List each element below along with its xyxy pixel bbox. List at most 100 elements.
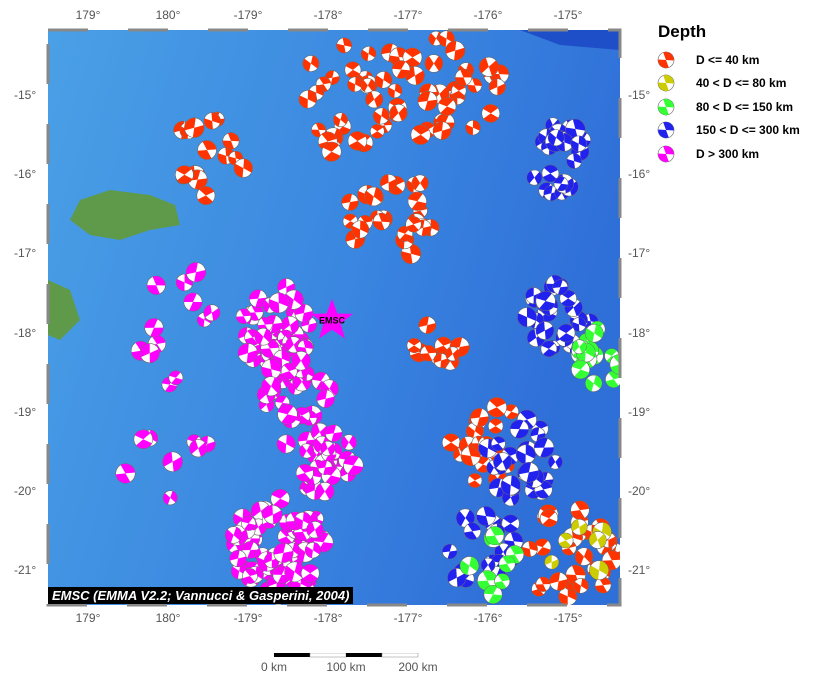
scale-label: 100 km xyxy=(326,660,366,674)
legend-item: 150 < D <= 300 km xyxy=(656,119,800,143)
lat-tick-label: -17° xyxy=(14,246,37,261)
earthquake-mechanism xyxy=(317,460,333,476)
earthquake-mechanism xyxy=(315,482,335,501)
earthquake-mechanism xyxy=(533,437,555,458)
earthquake-mechanism xyxy=(589,560,609,581)
earthquake-mechanism xyxy=(410,124,431,145)
earthquake-mechanism xyxy=(467,473,483,488)
earthquake-mechanism xyxy=(144,318,164,338)
earthquake-mechanism xyxy=(302,55,320,72)
earthquake-mechanism xyxy=(380,174,398,192)
earthquake-mechanism xyxy=(298,90,318,109)
earthquake-mechanism xyxy=(162,490,178,506)
earthquake-mechanism xyxy=(571,317,587,332)
earthquake-mechanism xyxy=(571,518,588,536)
earthquake-mechanism xyxy=(515,444,536,465)
earthquake-mechanism xyxy=(525,287,543,304)
earthquake-mechanism xyxy=(146,275,166,295)
earthquake-mechanism xyxy=(254,327,273,346)
earthquake-mechanism xyxy=(571,360,591,380)
earthquake-mechanism xyxy=(325,424,343,442)
lat-tick-label: -18° xyxy=(628,325,651,340)
earthquake-mechanism xyxy=(184,117,205,138)
earthquake-mechanism xyxy=(518,462,540,483)
earthquake-mechanism xyxy=(476,506,496,527)
lat-tick-label: -18° xyxy=(14,325,37,340)
earthquake-mechanism xyxy=(300,563,320,583)
earthquake-mechanism xyxy=(372,212,391,231)
earthquake-mechanism xyxy=(276,434,296,454)
legend-item: D > 300 km xyxy=(656,142,800,166)
earthquake-mechanism xyxy=(233,158,253,178)
lon-tick-label: 179° xyxy=(75,8,101,22)
depth-beachball-icon xyxy=(657,121,675,139)
earthquake-mechanism xyxy=(295,464,314,482)
lat-tick-label: -16° xyxy=(14,167,37,182)
earthquake-mechanism xyxy=(445,40,466,61)
earthquake-mechanism xyxy=(294,511,312,530)
earthquake-mechanism xyxy=(498,555,516,573)
earthquake-mechanism xyxy=(372,107,390,125)
earthquake-mechanism xyxy=(494,573,511,590)
earthquake-mechanism xyxy=(480,557,496,573)
earthquake-mechanism xyxy=(574,547,594,566)
earthquake-mechanism xyxy=(360,78,376,93)
earthquake-mechanism xyxy=(168,370,184,386)
legend-label: 80 < D <= 150 km xyxy=(696,99,794,114)
island-viti-levu xyxy=(48,280,80,340)
lon-tick-label: -176° xyxy=(473,8,503,22)
depth-beachball-icon xyxy=(657,51,675,69)
earthquake-mechanism xyxy=(347,131,368,151)
earthquake-mechanism xyxy=(183,292,203,312)
earthquake-mechanism xyxy=(488,78,506,96)
earthquake-mechanism xyxy=(162,451,183,472)
depth-beachball-icon xyxy=(657,98,675,116)
lon-tick-label: -175° xyxy=(553,8,583,22)
earthquake-mechanism xyxy=(501,514,520,533)
credit-label: EMSC (EMMA V2.2; Vannucci & Gasperini, 2… xyxy=(48,587,354,604)
earthquake-mechanism xyxy=(389,104,408,122)
earthquake-mechanism xyxy=(433,353,449,369)
earthquake-mechanism xyxy=(294,303,314,323)
earthquake-mechanism xyxy=(417,91,438,111)
earthquake-mechanism xyxy=(263,504,283,525)
earthquake-mechanism xyxy=(261,376,282,397)
earthquake-mechanism xyxy=(316,389,335,408)
earthquake-mechanism xyxy=(509,419,529,439)
earthquake-mechanism xyxy=(549,572,569,591)
earthquake-mechanism xyxy=(454,68,473,86)
lat-tick-label: -17° xyxy=(628,246,651,261)
earthquake-mechanism xyxy=(277,404,298,425)
earthquake-mechanism xyxy=(449,337,470,358)
earthquake-mechanism xyxy=(197,140,217,160)
legend-item: 40 < D <= 80 km xyxy=(656,72,800,96)
earthquake-mechanism xyxy=(374,71,393,89)
earthquake-mechanism xyxy=(248,289,268,308)
earthquake-mechanism xyxy=(500,475,521,496)
earthquake-mechanism xyxy=(493,452,512,472)
legend: Depth D <= 40 km 40 < D <= 80 km 80 < D <=… xyxy=(656,22,800,166)
earthquake-mechanism xyxy=(336,37,353,54)
earthquake-mechanism xyxy=(320,440,336,457)
legend-label: 40 < D <= 80 km xyxy=(696,76,787,91)
earthquake-mechanism xyxy=(407,191,427,211)
island-vanua-levu xyxy=(70,190,180,240)
earthquake-mechanism xyxy=(483,584,503,604)
earthquake-mechanism xyxy=(189,439,208,458)
lat-tick-label: -15° xyxy=(628,88,651,102)
lat-tick-label: -21° xyxy=(14,563,37,578)
lon-tick-label: 180° xyxy=(155,8,181,22)
legend-label: D > 300 km xyxy=(696,146,760,161)
scale-label: 0 km xyxy=(260,660,288,674)
earthquake-mechanism xyxy=(535,321,555,340)
earthquake-mechanism xyxy=(455,508,475,528)
earthquake-mechanism xyxy=(588,531,607,549)
earthquake-mechanism xyxy=(488,418,504,434)
earthquake-mechanism xyxy=(441,433,461,452)
earthquake-mechanism xyxy=(351,220,370,239)
earthquake-mechanism xyxy=(261,359,282,380)
lon-tick-label: -179° xyxy=(233,8,263,22)
depth-beachball-icon xyxy=(657,74,675,92)
earthquake-mechanism xyxy=(369,123,385,139)
lat-tick-label: -16° xyxy=(628,167,651,182)
